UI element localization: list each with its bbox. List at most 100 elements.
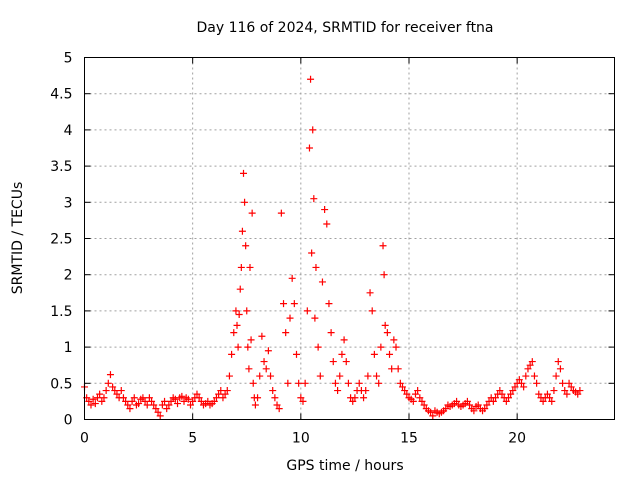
data-point bbox=[248, 209, 256, 217]
data-point bbox=[249, 379, 257, 387]
data-point bbox=[106, 371, 114, 379]
data-point bbox=[390, 336, 398, 344]
data-point bbox=[235, 311, 243, 319]
data-point bbox=[240, 169, 247, 177]
data-point bbox=[492, 394, 500, 402]
y-tick-label: 3 bbox=[64, 195, 73, 211]
data-point bbox=[135, 400, 143, 408]
y-tick-label: 4 bbox=[64, 123, 73, 139]
data-point bbox=[102, 387, 110, 395]
data-point bbox=[554, 358, 562, 366]
data-point bbox=[230, 329, 238, 337]
data-point bbox=[195, 394, 203, 402]
data-point bbox=[366, 289, 374, 297]
data-point bbox=[383, 329, 391, 337]
data-point bbox=[373, 372, 381, 380]
data-point bbox=[386, 350, 394, 358]
data-point bbox=[225, 372, 233, 380]
data-point bbox=[236, 285, 244, 293]
data-point bbox=[238, 227, 246, 235]
data-point bbox=[219, 394, 227, 402]
y-tick-label: 4.5 bbox=[50, 87, 72, 103]
data-point bbox=[290, 300, 298, 308]
data-point bbox=[567, 383, 575, 391]
data-point bbox=[524, 365, 532, 373]
data-point bbox=[511, 383, 519, 391]
data-point bbox=[210, 397, 218, 405]
data-point bbox=[515, 376, 523, 384]
data-point bbox=[498, 390, 506, 398]
data-point bbox=[124, 401, 132, 409]
data-point bbox=[258, 332, 266, 340]
data-point bbox=[89, 395, 97, 403]
data-point bbox=[256, 372, 264, 380]
data-point bbox=[184, 395, 192, 403]
data-point bbox=[232, 307, 240, 315]
data-point bbox=[546, 394, 554, 402]
data-point bbox=[228, 350, 236, 358]
data-point bbox=[380, 271, 388, 279]
data-point bbox=[505, 394, 512, 402]
data-point bbox=[260, 358, 268, 366]
data-point bbox=[483, 401, 491, 409]
data-point bbox=[126, 405, 134, 413]
data-point bbox=[399, 383, 406, 391]
data-point bbox=[288, 274, 296, 282]
data-point bbox=[375, 379, 383, 387]
data-point bbox=[360, 394, 368, 402]
data-point bbox=[267, 372, 275, 380]
data-point bbox=[563, 390, 571, 398]
data-point bbox=[453, 397, 461, 405]
x-axis-label: GPS time / hours bbox=[286, 458, 403, 474]
data-point bbox=[197, 397, 205, 405]
y-tick-label: 2.5 bbox=[50, 232, 72, 248]
data-point bbox=[381, 321, 389, 329]
data-point bbox=[295, 379, 303, 387]
data-point bbox=[117, 387, 125, 395]
y-tick-label: 1 bbox=[64, 340, 73, 356]
data-point bbox=[377, 343, 385, 351]
data-point bbox=[122, 397, 130, 405]
data-point bbox=[379, 242, 387, 250]
data-point bbox=[143, 401, 151, 409]
data-point bbox=[280, 300, 288, 308]
data-point bbox=[522, 372, 530, 380]
data-point bbox=[550, 387, 558, 395]
data-point bbox=[93, 394, 101, 402]
data-point bbox=[442, 405, 450, 413]
data-point bbox=[163, 405, 171, 413]
data-point bbox=[517, 379, 525, 387]
data-point bbox=[370, 350, 378, 358]
data-point bbox=[174, 400, 182, 408]
data-point bbox=[243, 307, 251, 315]
data-point bbox=[212, 394, 220, 402]
data-point bbox=[401, 387, 409, 395]
data-point bbox=[111, 387, 119, 395]
x-tick-label: 0 bbox=[80, 431, 89, 447]
data-point bbox=[548, 397, 556, 405]
data-point bbox=[474, 401, 482, 409]
y-tick-label: 0.5 bbox=[50, 376, 72, 392]
data-point bbox=[165, 401, 173, 409]
data-point bbox=[254, 394, 262, 402]
data-point bbox=[242, 242, 250, 250]
data-point bbox=[246, 263, 254, 271]
data-point bbox=[388, 365, 396, 373]
data-point bbox=[145, 394, 153, 402]
data-point bbox=[535, 390, 543, 398]
y-axis-label: SRMTID / TECUs bbox=[10, 182, 26, 295]
data-point bbox=[496, 387, 504, 395]
y-tick-label: 2 bbox=[64, 268, 73, 284]
data-point bbox=[463, 397, 471, 405]
data-point bbox=[273, 401, 281, 409]
data-point bbox=[342, 358, 350, 366]
data-point bbox=[233, 321, 241, 329]
data-point bbox=[340, 336, 348, 344]
data-point bbox=[247, 336, 255, 344]
data-point bbox=[113, 390, 121, 398]
data-point bbox=[316, 372, 324, 380]
data-point bbox=[318, 278, 326, 286]
data-point bbox=[394, 365, 402, 373]
